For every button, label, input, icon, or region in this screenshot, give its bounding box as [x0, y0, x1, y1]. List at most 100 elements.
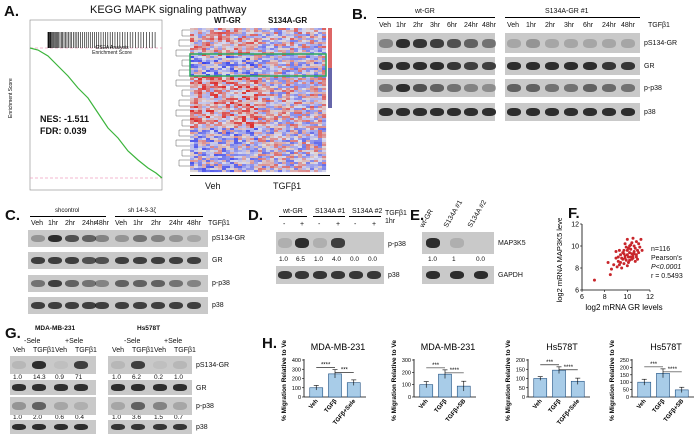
- f-point: [615, 265, 619, 269]
- f-point: [606, 261, 610, 264]
- h-y-tick-label: 150: [620, 373, 629, 379]
- b-blot-s134a: [505, 79, 640, 97]
- f-x-tick-label: 6: [580, 294, 584, 301]
- c-blot-band: [169, 234, 183, 243]
- h-y-tick-label: 0: [522, 395, 525, 401]
- b-lane-label: 24hr: [464, 22, 479, 29]
- b-blot-s134a-band: [564, 83, 578, 93]
- b-blot-wt-band: [396, 61, 410, 71]
- d-blot-pp38-band: [331, 238, 345, 248]
- e-blot-gapdh-band: [474, 270, 488, 280]
- kegg-title: KEGG MAPK signaling pathway: [90, 4, 247, 16]
- b-blot-wt: [377, 33, 496, 53]
- b-blot-s134a: [505, 57, 640, 75]
- e-blot-gapdh-band: [450, 270, 464, 280]
- b-blot-wt-band: [447, 107, 461, 117]
- g-blot-mda-band: [54, 360, 68, 370]
- f-point: [623, 242, 627, 246]
- f-point: [625, 237, 629, 241]
- b-blot-wt-band: [430, 61, 444, 71]
- gsea-yaxis: Enrichment Score: [8, 78, 14, 118]
- h-y-tick-label: 100: [620, 380, 629, 386]
- d-value: 0.0: [350, 256, 360, 263]
- h-category-label: TGFβ: [652, 398, 667, 414]
- h-category-label: Veh: [532, 398, 544, 410]
- f-x-tick-label: 8: [603, 294, 607, 301]
- c-lane-label: 1hr: [133, 220, 144, 227]
- f-point: [639, 237, 643, 241]
- heatmap-group-wt: WT-GR: [214, 16, 241, 25]
- g-blot-mda-band: [32, 360, 46, 370]
- c-row-label: GR: [212, 257, 223, 264]
- f-point: [622, 262, 626, 266]
- c-blot-band: [133, 301, 147, 310]
- b-blot-s134a-band: [545, 61, 559, 71]
- h-ylabel: % Migration Relative to Veh: [281, 340, 288, 421]
- g-blot-mda: [10, 420, 96, 434]
- b-blot-wt-band: [447, 38, 461, 48]
- c-blot-band: [187, 234, 201, 243]
- c-blot-band: [151, 256, 165, 265]
- d-treat-sign: +: [372, 221, 377, 228]
- c-blot-band: [151, 279, 165, 288]
- c-blot-band: [82, 256, 96, 265]
- b-blot-wt-band: [464, 107, 478, 117]
- f-point: [622, 252, 626, 256]
- b-lane-label: 2hr: [413, 22, 424, 29]
- h-ylabel: % Migration Relative to Veh: [609, 340, 616, 421]
- f-stat-p: P<0.0001: [651, 264, 682, 271]
- f-point: [629, 247, 633, 251]
- f-point: [633, 259, 637, 263]
- h-y-tick-label: 100: [402, 383, 411, 389]
- g-value: 71: [75, 374, 83, 381]
- g-blot-hs-band: [111, 360, 125, 370]
- panel-h-label: H.: [262, 335, 277, 352]
- b-blot-wt: [377, 57, 496, 75]
- f-point: [637, 242, 641, 246]
- g-cell-hs: Hs578T: [137, 325, 161, 332]
- h-y-tick-label: 200: [402, 370, 411, 376]
- b-blot-wt-band: [379, 107, 393, 117]
- e-blot-map3k5-band: [426, 238, 440, 248]
- c-group-sh: shcontrol: [55, 208, 80, 214]
- e-blot-gapdh: [422, 266, 494, 284]
- h-sig-label: ****: [450, 368, 460, 374]
- h-y-tick-label: 200: [620, 365, 629, 371]
- g-blot-hs: [108, 397, 192, 415]
- g-blot-mda-band: [54, 401, 68, 411]
- b-blot-s134a: [505, 103, 640, 121]
- g-row-label: p-p38: [196, 403, 214, 410]
- e-lane-label: S134A #1: [442, 199, 465, 229]
- g-value: 1.0: [13, 414, 23, 421]
- d-value: 4.0: [332, 256, 342, 263]
- b-blot-wt-band: [482, 61, 496, 71]
- c-blot-band: [95, 234, 109, 243]
- h-sig-label: ****: [564, 365, 574, 371]
- b-blot-wt-band: [430, 83, 444, 93]
- g-blot-mda-band: [54, 384, 68, 391]
- g-sele-plus: +Sele: [65, 338, 84, 345]
- d-row-label: p-p38: [388, 241, 406, 248]
- f-x-tick-label: 10: [623, 294, 631, 301]
- c-lane-label: 48hr: [95, 220, 110, 227]
- g-blot-mda-band: [74, 423, 88, 431]
- gsea-analysis-label: GSEA Analysis Enrichment Score: [92, 45, 132, 56]
- f-point: [628, 251, 632, 255]
- g-value: 0.9: [55, 374, 65, 381]
- f-point: [634, 255, 638, 259]
- g-blot-hs-band: [173, 360, 187, 370]
- panel-a-label: A.: [4, 3, 19, 20]
- f-point: [621, 257, 625, 261]
- d-time: 1hr: [385, 218, 396, 225]
- f-point: [638, 245, 642, 249]
- h-category-label: TGFβ: [324, 398, 339, 414]
- b-blot-s134a-band: [602, 38, 616, 48]
- d-value: 0.0: [368, 256, 378, 263]
- d-blot-p38-band: [349, 270, 363, 280]
- b-blot-wt-band: [482, 38, 496, 48]
- d-value: 1.0: [314, 256, 324, 263]
- f-point: [632, 250, 636, 253]
- g-row-label: GR: [196, 384, 207, 392]
- e-blot-map3k5: [422, 232, 494, 254]
- b-group-wt: wt-GR: [415, 8, 435, 15]
